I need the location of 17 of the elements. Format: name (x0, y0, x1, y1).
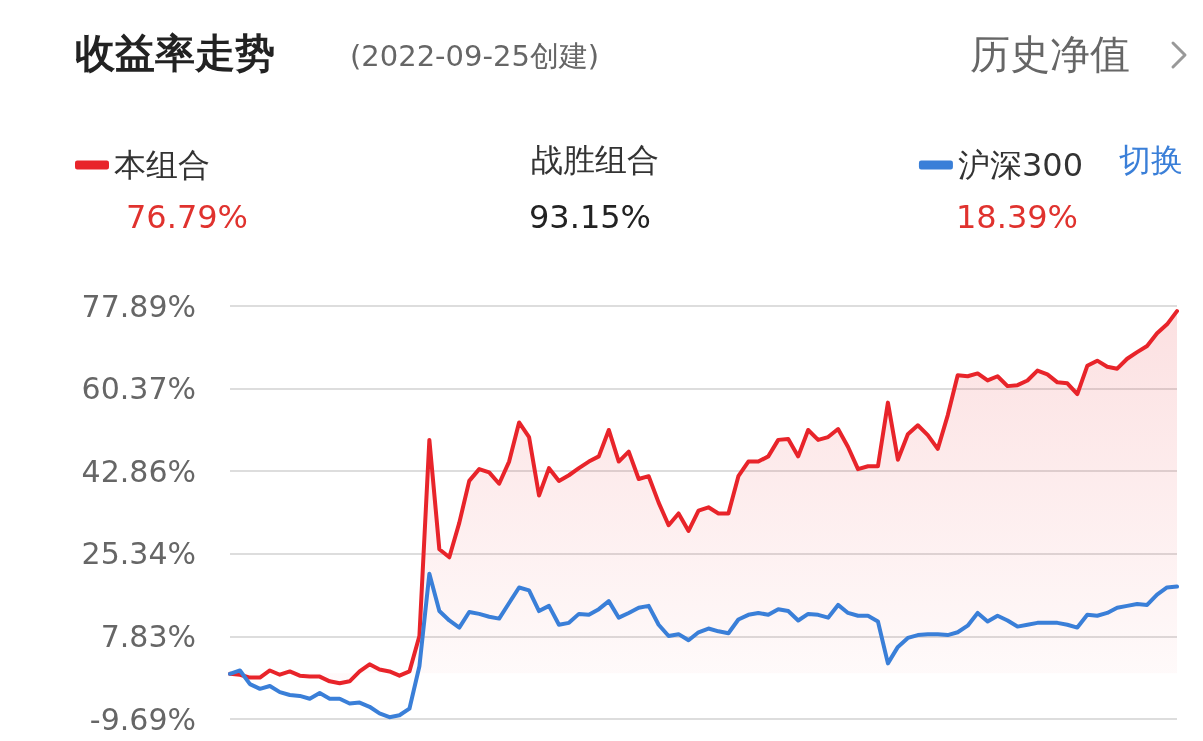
chart-title: 收益率走势 (75, 30, 275, 76)
text: 历史净值 (970, 31, 1130, 77)
y-tick-label: -9.69% (89, 701, 196, 737)
line-series (228, 571, 1179, 720)
y-tick-label: 77.89% (81, 288, 196, 324)
text: 切换 (1119, 141, 1183, 179)
text: 93.15% (528, 198, 652, 236)
y-tick-label: 7.83% (100, 618, 196, 654)
y-tick-label: 42.86% (81, 453, 196, 489)
legend-label: 本组合 (114, 146, 210, 184)
y-tick-label: 60.37% (81, 371, 196, 407)
text: 战胜组合 (531, 141, 659, 179)
text: 18.39% (955, 198, 1079, 236)
chart-subtitle: (2022-09-25创建) (350, 38, 600, 73)
legend-label: 沪深300 (957, 146, 1083, 184)
y-tick-label: 25.34% (81, 536, 196, 572)
text: 76.79% (125, 198, 249, 236)
